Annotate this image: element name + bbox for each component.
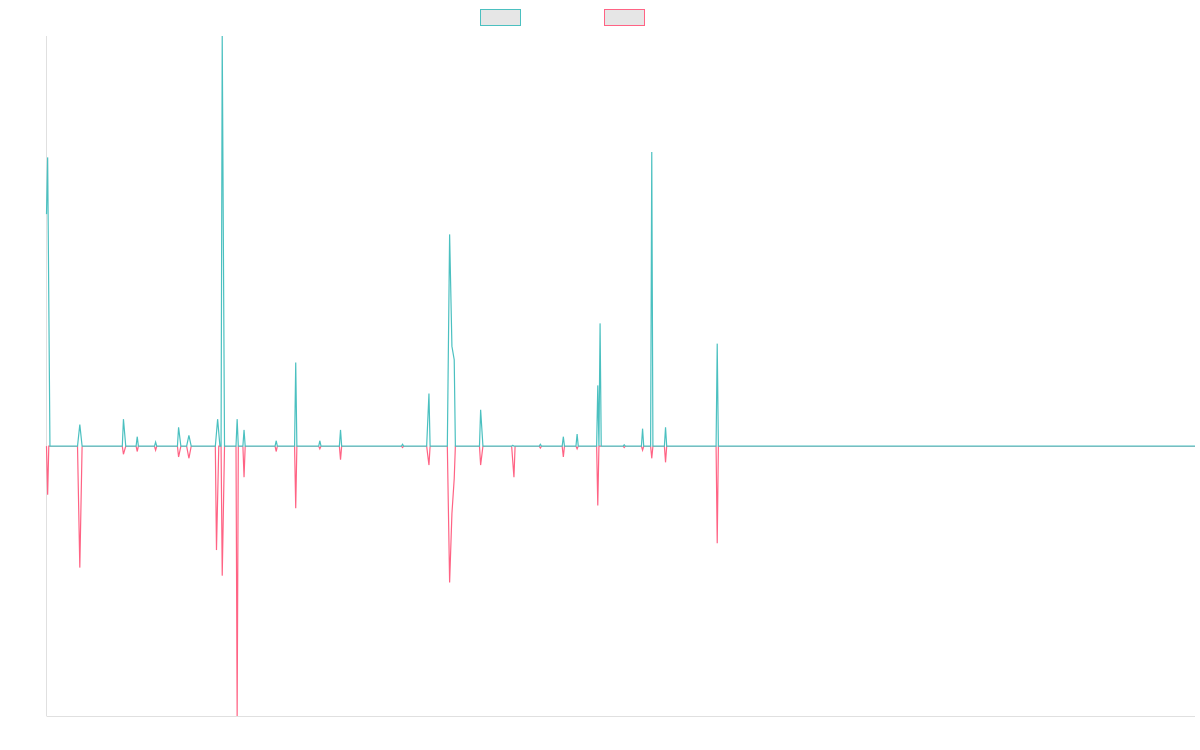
legend-item-series-b[interactable] (604, 9, 645, 26)
series-a-line (45, 35, 1195, 447)
legend-item-series-a[interactable] (480, 9, 521, 26)
series-layer (45, 35, 1195, 717)
axes (46, 36, 1195, 717)
legend-swatch-series-a (480, 9, 521, 26)
legend-swatch-series-b (604, 9, 645, 26)
series-b-line (45, 445, 1195, 717)
legend (480, 9, 645, 26)
